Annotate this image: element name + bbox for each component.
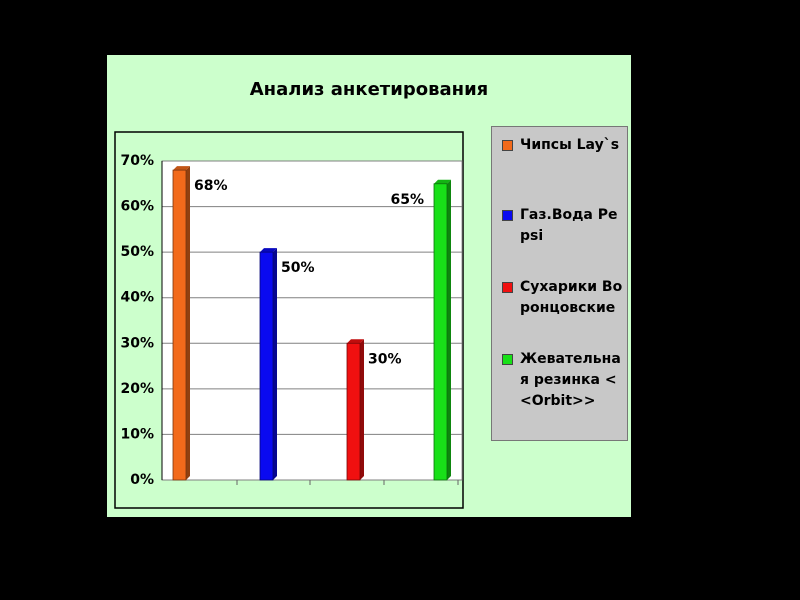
bar-side <box>360 339 364 480</box>
y-tick-label: 60% <box>120 199 154 215</box>
bar-top <box>260 248 277 253</box>
legend-swatch <box>502 210 513 221</box>
bar-side <box>273 248 277 480</box>
legend-item: Чипсы Lay`s <box>502 135 623 205</box>
legend-item: Сухарики Воронцовские <box>502 277 623 349</box>
y-tick-label: 0% <box>130 472 154 488</box>
y-tick-label: 40% <box>120 290 154 306</box>
bar <box>259 251 274 481</box>
bar-side <box>186 166 190 480</box>
value-label: 68% <box>194 178 228 194</box>
plot-area <box>161 160 463 481</box>
legend-item: Газ.Вода Pepsi <box>502 205 623 277</box>
y-tick-label: 70% <box>120 153 154 169</box>
value-label: 30% <box>368 351 402 367</box>
bar-side <box>447 179 451 481</box>
chart-title: Анализ анкетирования <box>250 79 488 100</box>
value-label: 50% <box>281 260 315 276</box>
legend-swatch <box>502 140 513 151</box>
y-tick-label: 50% <box>120 244 154 260</box>
legend-swatch <box>502 282 513 293</box>
bar-top <box>347 339 364 344</box>
legend-label: Газ.Вода Pepsi <box>520 207 618 244</box>
legend-item: Жевательная резинка <<Orbit>> <box>502 349 623 419</box>
value-label: 65% <box>390 192 424 208</box>
legend-swatch <box>502 354 513 365</box>
bar-top <box>173 166 190 171</box>
bar <box>433 183 448 481</box>
y-tick-label: 20% <box>120 381 154 397</box>
legend-label: Чипсы Lay`s <box>520 137 620 153</box>
y-tick-label: 30% <box>120 335 154 351</box>
bar-top <box>434 179 451 184</box>
y-tick-label: 10% <box>120 426 154 442</box>
legend-label: Сухарики Воронцовские <box>520 279 623 316</box>
legend-label: Жевательная резинка <<Orbit>> <box>520 351 621 409</box>
legend: Чипсы Lay`s Газ.Вода Pepsi Сухарики Воронц… <box>491 126 628 441</box>
bar <box>172 169 187 481</box>
bar <box>346 342 361 481</box>
